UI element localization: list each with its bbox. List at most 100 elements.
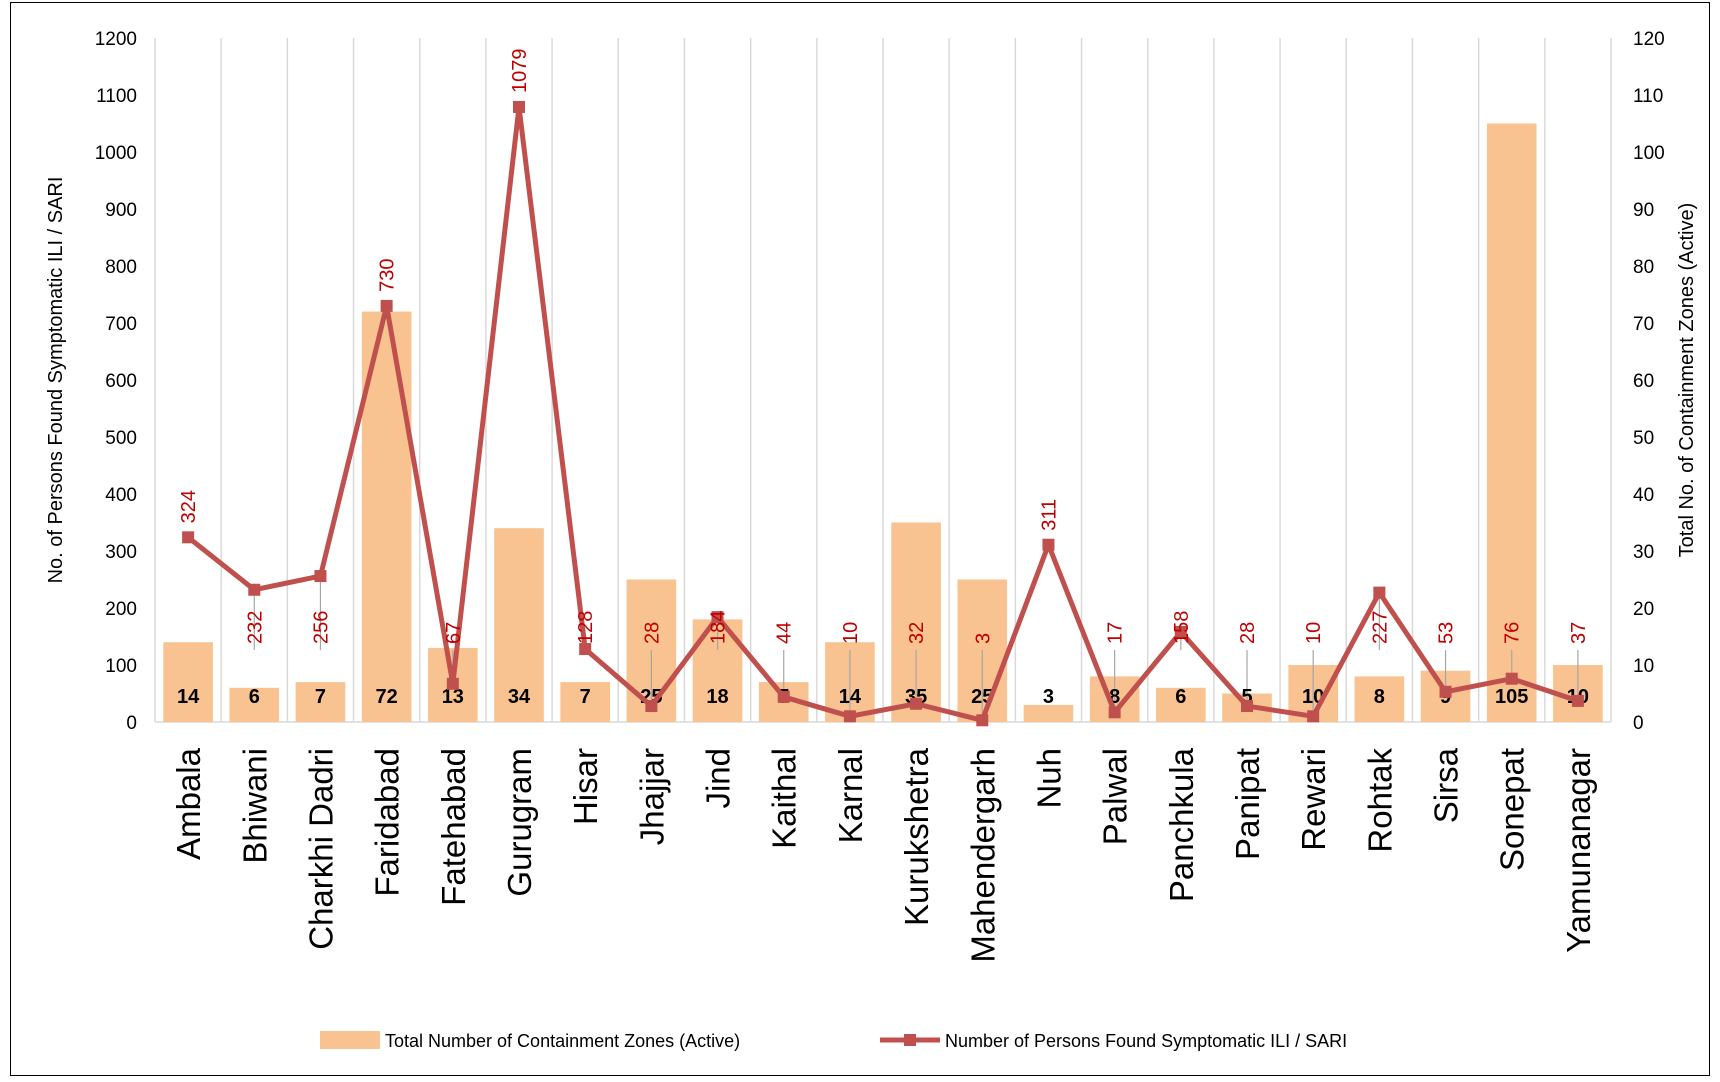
line-point-marker [843, 710, 856, 723]
line-point-marker [314, 570, 327, 583]
line-value-label: 37 [1568, 622, 1590, 644]
category-label: Kaithal [766, 748, 803, 849]
category-label: Mahendergarh [964, 748, 1001, 963]
bar-value-label: 8 [1374, 686, 1385, 708]
line-point-marker [1307, 710, 1320, 723]
category-label: Palwal [1097, 748, 1134, 845]
y-left-tick-label: 1200 [95, 29, 137, 50]
line-series-path [186, 104, 1579, 723]
bar [1486, 123, 1537, 722]
line-value-label: 184 [708, 611, 730, 644]
category-label: Sirsa [1428, 747, 1465, 823]
category-label: Yamunanagar [1560, 748, 1597, 953]
y-right-tick-label: 20 [1633, 599, 1654, 620]
y-right-tick-label: 60 [1633, 371, 1654, 392]
bar-value-label: 3 [1043, 686, 1054, 708]
line-point-marker [910, 697, 923, 710]
line-point-marker [579, 643, 592, 656]
category-label: Sonepat [1494, 748, 1531, 871]
y-right-tick-label: 90 [1633, 200, 1654, 221]
bar-value-label: 13 [442, 686, 464, 708]
category-label: Jind [700, 748, 737, 809]
line-value-label: 53 [1436, 622, 1458, 644]
bar-value-label: 14 [177, 686, 200, 708]
line-point-marker [446, 677, 459, 690]
line-value-label: 1079 [509, 48, 531, 93]
line-point-marker [1373, 586, 1386, 599]
bar [560, 682, 610, 722]
line-value-label: 158 [1171, 611, 1193, 644]
bar-value-label: 105 [1495, 686, 1528, 708]
line-value-label: 10 [840, 622, 862, 644]
line-point-marker [1241, 700, 1253, 713]
bar [1354, 676, 1405, 722]
y-left-tick-label: 700 [105, 314, 137, 335]
bar-value-label: 18 [706, 686, 728, 708]
bar [295, 682, 346, 722]
bar [1156, 687, 1206, 722]
line-point-marker [976, 714, 989, 727]
line-value-label: 227 [1369, 611, 1391, 644]
y-right-tick-label: 0 [1633, 713, 1644, 734]
bar-value-label: 72 [376, 686, 398, 708]
category-label: Charkhi Dadri [302, 748, 339, 950]
legend-label-line: Number of Persons Found Symptomatic ILI … [945, 1031, 1347, 1051]
y-left-tick-label: 300 [105, 542, 137, 563]
legend-swatch-marker [904, 1034, 916, 1046]
category-label: Jhajjar [633, 748, 670, 845]
category-label: Gurugram [501, 748, 538, 897]
line-point-marker [1505, 672, 1518, 685]
line-value-label: 730 [377, 259, 399, 292]
bar [1023, 704, 1074, 722]
category-label: Karnal [832, 748, 869, 843]
y-right-tick-label: 80 [1633, 257, 1654, 278]
line-value-label: 67 [443, 622, 465, 644]
line-point-marker [645, 700, 658, 713]
line-value-label: 232 [244, 611, 266, 644]
y-left-tick-label: 200 [105, 599, 137, 620]
line-value-label: 324 [178, 490, 200, 523]
category-label: Ambala [170, 747, 207, 860]
line-value-label: 10 [1303, 622, 1325, 644]
bar-value-label: 34 [508, 686, 531, 708]
category-label: Rewari [1295, 748, 1332, 851]
line-value-label: 44 [774, 622, 796, 644]
y-right-tick-label: 30 [1633, 542, 1654, 563]
category-label: Fatehabad [435, 748, 472, 906]
line-point-marker [380, 299, 393, 312]
category-label: Nuh [1030, 748, 1067, 809]
line-point-marker [1108, 706, 1121, 719]
y-left-tick-label: 600 [105, 371, 137, 392]
line-point-marker [182, 531, 195, 544]
legend-label-bar: Total Number of Containment Zones (Activ… [385, 1031, 740, 1051]
bar [229, 687, 280, 722]
line-point-marker [248, 583, 261, 596]
category-label: Rohtak [1361, 748, 1398, 853]
category-label: Panchkula [1163, 747, 1200, 902]
category-label: Hisar [567, 748, 604, 825]
bar-value-label: 7 [315, 686, 326, 708]
line-value-label: 3 [972, 633, 994, 644]
line-point-marker [777, 690, 790, 703]
y-left-tick-label: 500 [105, 428, 137, 449]
y-left-tick-label: 1100 [96, 86, 137, 107]
y-left-tick-label: 400 [105, 485, 137, 506]
bar [163, 642, 213, 722]
line-value-label: 311 [1038, 499, 1060, 531]
y-left-tick-label: 0 [126, 713, 137, 734]
bar [494, 528, 544, 722]
bar-value-label: 6 [249, 686, 260, 708]
y-left-axis-title: No. of Persons Found Symptomatic ILI / S… [45, 177, 67, 584]
line-point-marker [1571, 694, 1584, 707]
line-point-marker [1042, 538, 1055, 551]
line-point-marker [1174, 625, 1187, 638]
category-label: Bhiwani [236, 748, 273, 864]
category-label: Faridabad [369, 748, 406, 897]
line-value-label: 32 [906, 622, 928, 644]
category-label: Panipat [1229, 748, 1266, 860]
line-value-label: 17 [1105, 622, 1127, 644]
y-left-tick-label: 800 [105, 257, 137, 278]
y-right-tick-label: 120 [1633, 29, 1665, 50]
line-point-marker [711, 611, 724, 624]
line-value-label: 256 [310, 611, 332, 644]
